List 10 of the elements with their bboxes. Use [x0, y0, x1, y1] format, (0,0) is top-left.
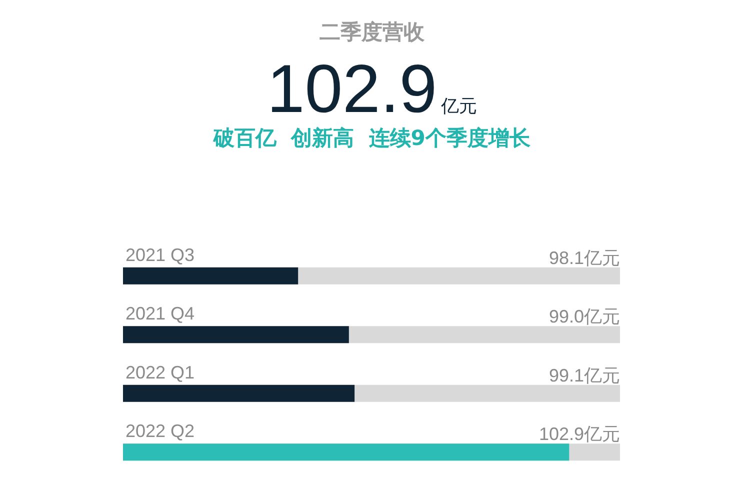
y-tick-label: 2021 Q4: [126, 304, 195, 324]
chart-title: 二季度营收: [318, 19, 426, 46]
data-label: 99.0亿元: [548, 306, 620, 327]
y-tick-label: 2022 Q2: [126, 421, 195, 442]
chart-subtitle: 破百亿 创新高 连续9个季度增长: [212, 125, 532, 152]
data-label: 99.1亿元: [548, 365, 620, 386]
data-label: 98.1亿元: [548, 248, 620, 268]
y-tick-label: 2022 Q1: [126, 362, 195, 382]
data-label: 102.9亿元: [538, 424, 620, 444]
y-tick-label: 2021 Q3: [126, 244, 195, 265]
